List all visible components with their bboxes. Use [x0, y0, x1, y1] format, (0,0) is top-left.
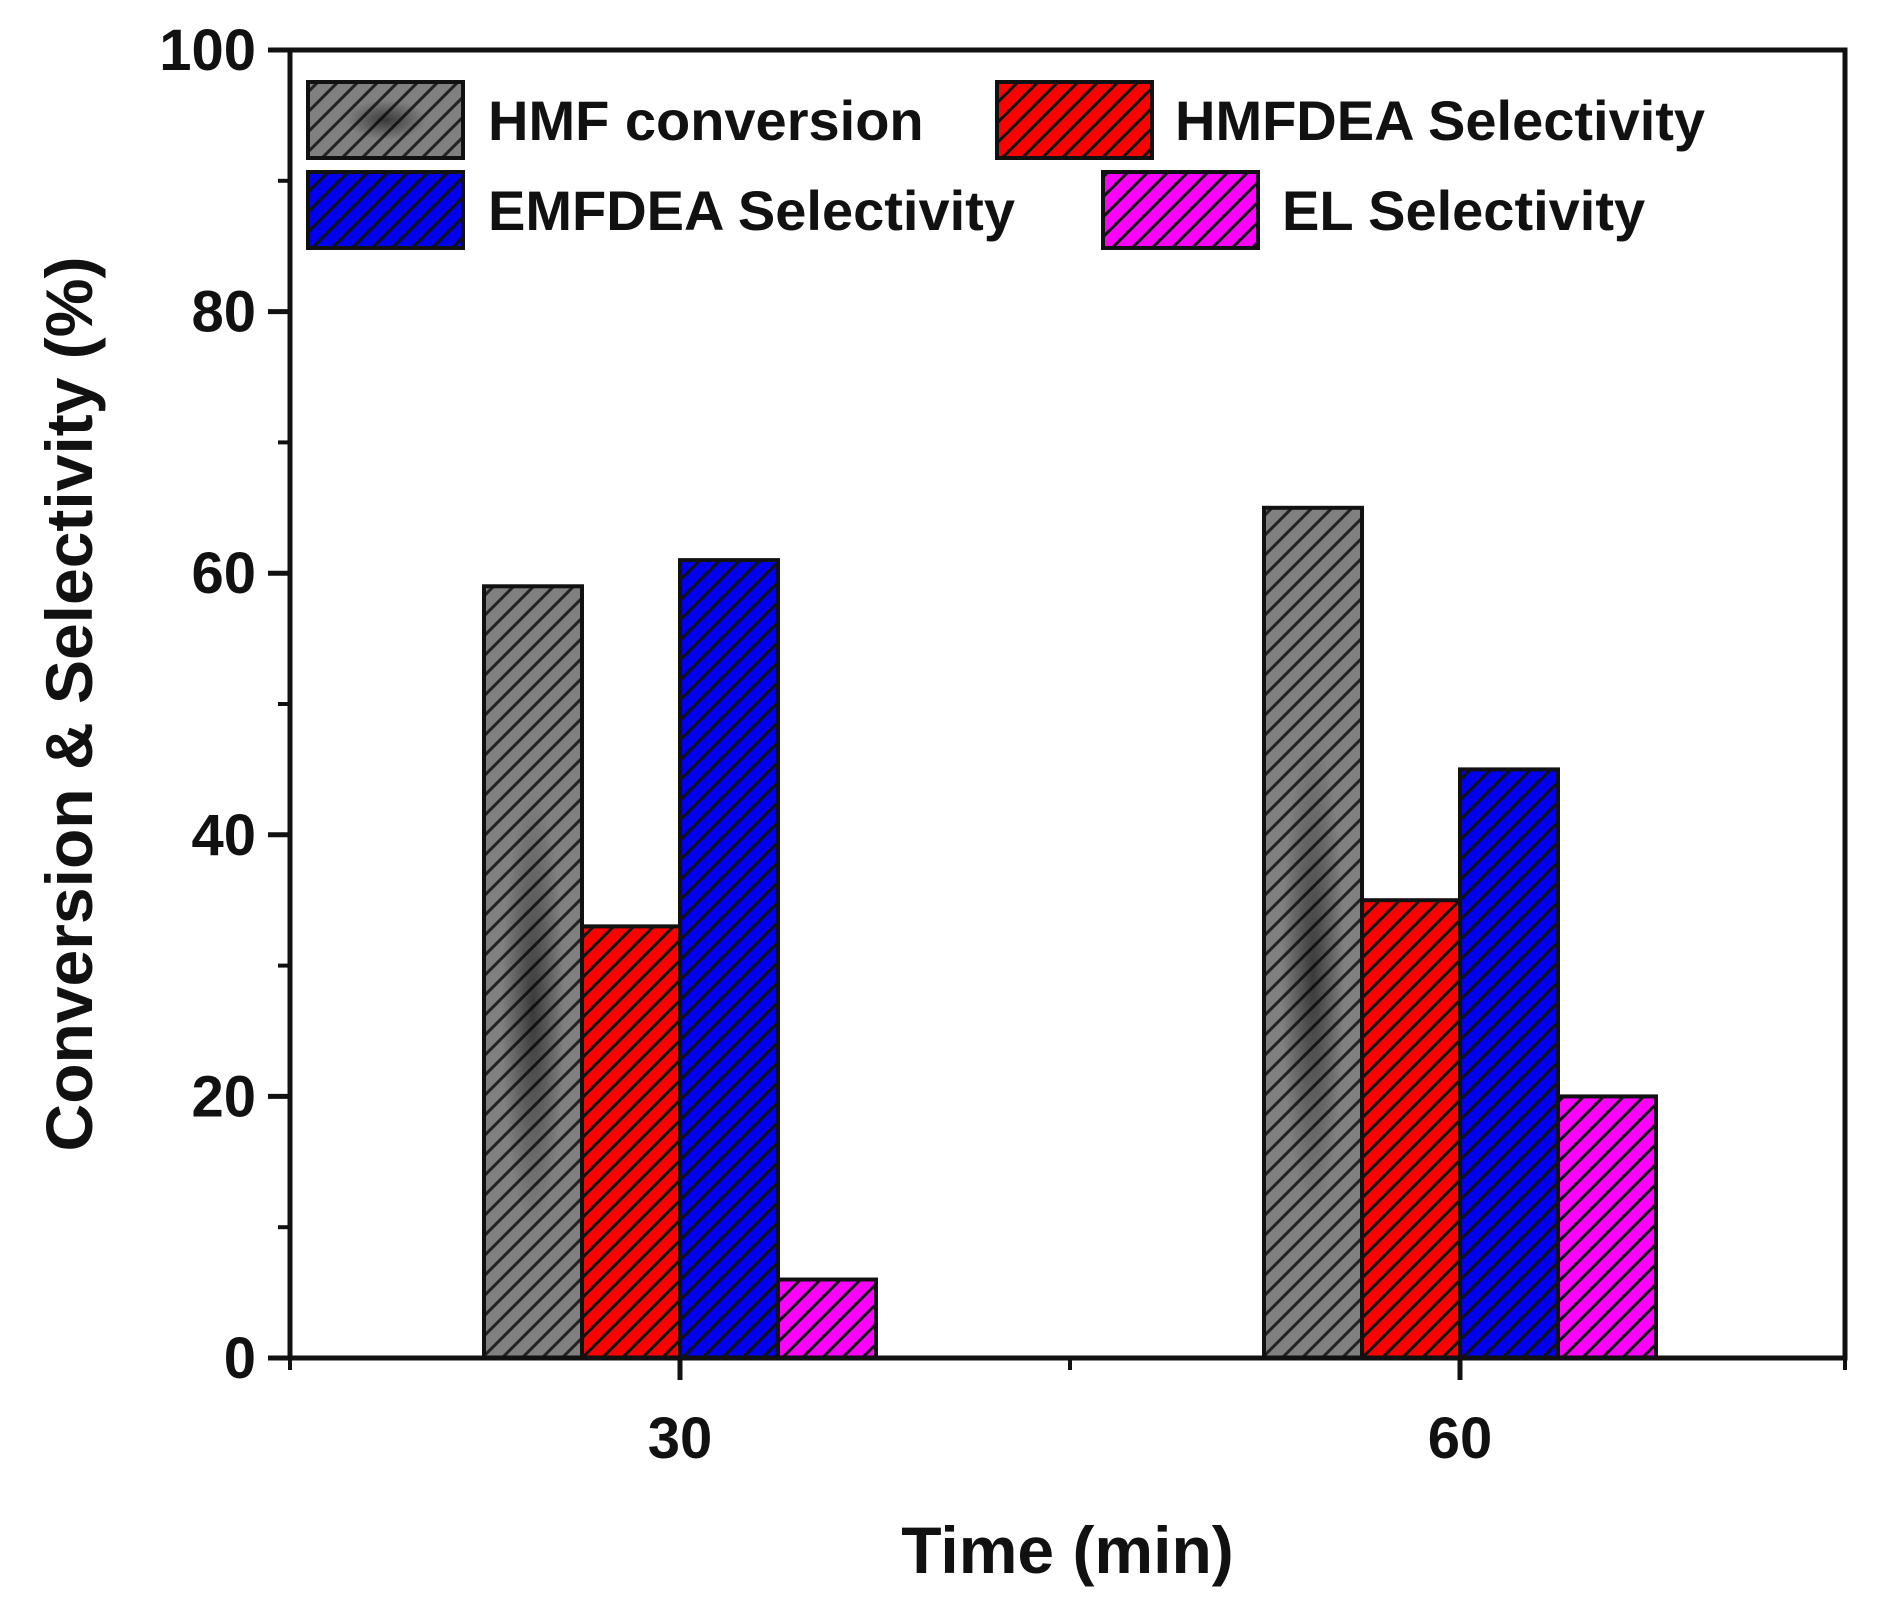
bar-shading	[1281, 737, 1345, 1214]
y-axis-title: Conversion & Selectivity (%)	[32, 257, 106, 1152]
y-tick-label: 100	[159, 18, 256, 83]
legend-swatch-emfdea-selectivity	[306, 170, 465, 250]
y-tick-label: 60	[191, 541, 256, 606]
bar-emfdea-selectivity-30	[678, 558, 780, 1360]
legend-label: EMFDEA Selectivity	[488, 179, 1015, 242]
bars-layer	[482, 505, 1658, 1361]
y-tick-label: 0	[224, 1326, 256, 1391]
bar-shading	[501, 794, 565, 1227]
x-tick-label: 30	[648, 1406, 713, 1471]
bar-emfdea-selectivity-60	[1458, 767, 1560, 1360]
bar-hmfdea-selectivity-30	[580, 924, 682, 1360]
legend-label: EL Selectivity	[1282, 179, 1645, 242]
y-tick-label: 80	[191, 280, 256, 345]
axes-layer: 0 20 40 60 80 100 30 60	[159, 18, 1848, 1471]
legend-swatch-shading	[346, 100, 426, 140]
y-tick-label: 20	[191, 1064, 256, 1129]
legend-label: HMF conversion	[488, 89, 924, 152]
bar-el-selectivity-30	[776, 1277, 878, 1361]
legend-swatch-hmfdea-selectivity	[995, 80, 1154, 160]
bar-hmfdea-selectivity-60	[1360, 898, 1462, 1360]
bar-el-selectivity-60	[1556, 1094, 1658, 1361]
legend-swatch-el-selectivity	[1101, 170, 1260, 250]
x-axis-title: Time (min)	[901, 1513, 1233, 1587]
legend: HMF conversion HMFDEA Selectivity EMFDEA S…	[306, 80, 1705, 250]
y-tick-label: 40	[191, 803, 256, 868]
legend-label: HMFDEA Selectivity	[1175, 89, 1705, 152]
x-tick-label: 60	[1428, 1406, 1493, 1471]
